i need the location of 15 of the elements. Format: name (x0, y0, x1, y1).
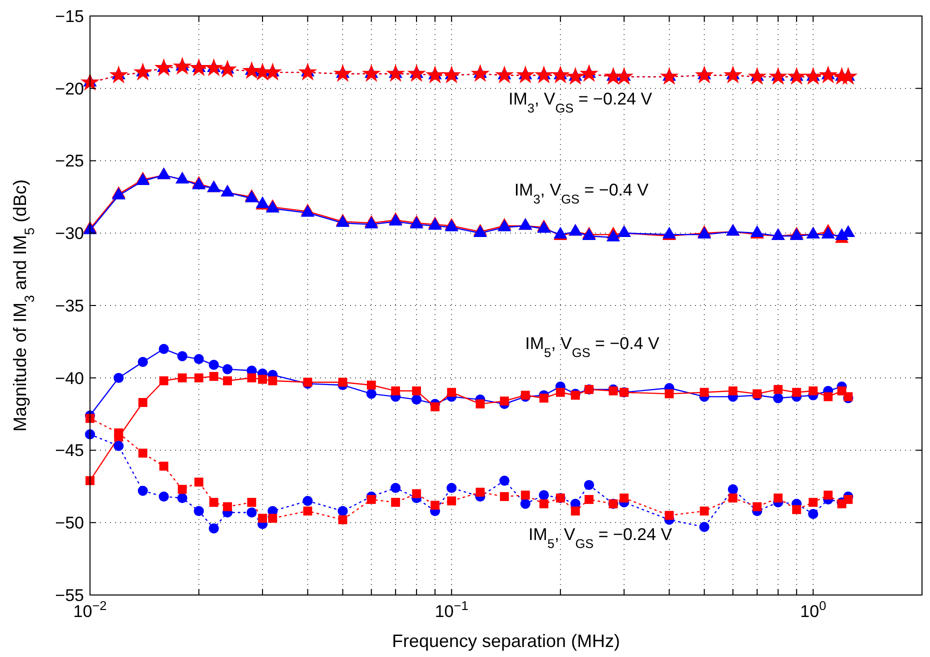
x-tick-label: 10$^{0}$ (800, 598, 826, 621)
annotation: IM$_{3}$, V$_{GS}$ = −0.24 V (508, 90, 653, 116)
annotation: IM$_{5}$, V$_{GS}$ = −0.4 V (525, 334, 660, 360)
y-tick-label: −20 (55, 79, 84, 98)
y-tick-label: −15 (55, 6, 84, 26)
y-tick-label: −30 (55, 224, 84, 244)
y-tick-label: −40 (55, 368, 84, 388)
x-tick-label: 10$^{−1}$ (434, 598, 468, 621)
y-tick-label: −45 (55, 441, 84, 460)
y-tick-label: −25 (55, 152, 84, 171)
annotation: IM$_{3}$, V$_{GS}$ = −0.4 V (514, 180, 650, 206)
x-axis-title: Frequency separation (MHz) (392, 631, 620, 651)
annotation: IM$_{5}$, V$_{GS}$ = −0.24 V (528, 525, 673, 551)
y-tick-label: −35 (55, 296, 84, 316)
y-tick-label: −50 (55, 514, 84, 533)
